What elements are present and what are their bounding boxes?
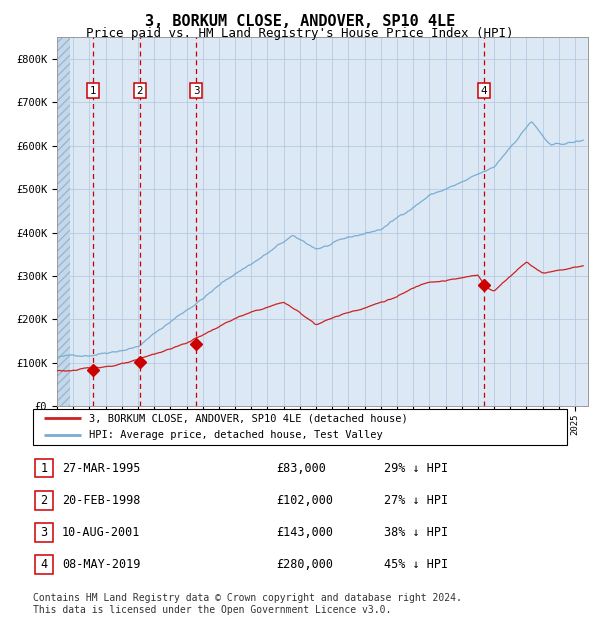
Text: 4: 4: [481, 86, 487, 95]
Bar: [57, 37, 70, 406]
Text: 20-FEB-1998: 20-FEB-1998: [62, 494, 140, 507]
FancyBboxPatch shape: [35, 556, 53, 574]
FancyBboxPatch shape: [35, 491, 53, 510]
Text: 3: 3: [193, 86, 200, 95]
Text: 4: 4: [40, 559, 47, 571]
Text: 1: 1: [90, 86, 97, 95]
Text: 38% ↓ HPI: 38% ↓ HPI: [384, 526, 448, 539]
Text: 29% ↓ HPI: 29% ↓ HPI: [384, 462, 448, 474]
Text: Contains HM Land Registry data © Crown copyright and database right 2024.
This d: Contains HM Land Registry data © Crown c…: [33, 593, 462, 615]
Text: 2: 2: [137, 86, 143, 95]
Text: HPI: Average price, detached house, Test Valley: HPI: Average price, detached house, Test…: [89, 430, 383, 440]
FancyBboxPatch shape: [33, 409, 567, 445]
Text: £143,000: £143,000: [276, 526, 333, 539]
Text: 27% ↓ HPI: 27% ↓ HPI: [384, 494, 448, 507]
FancyBboxPatch shape: [35, 459, 53, 477]
Text: 10-AUG-2001: 10-AUG-2001: [62, 526, 140, 539]
Text: 2: 2: [40, 494, 47, 507]
Text: 3, BORKUM CLOSE, ANDOVER, SP10 4LE: 3, BORKUM CLOSE, ANDOVER, SP10 4LE: [145, 14, 455, 29]
Text: 1: 1: [40, 462, 47, 474]
Text: £102,000: £102,000: [276, 494, 333, 507]
Text: 45% ↓ HPI: 45% ↓ HPI: [384, 559, 448, 571]
Text: £83,000: £83,000: [276, 462, 326, 474]
Text: 27-MAR-1995: 27-MAR-1995: [62, 462, 140, 474]
FancyBboxPatch shape: [35, 523, 53, 542]
Text: Price paid vs. HM Land Registry's House Price Index (HPI): Price paid vs. HM Land Registry's House …: [86, 27, 514, 40]
Text: £280,000: £280,000: [276, 559, 333, 571]
Text: 3, BORKUM CLOSE, ANDOVER, SP10 4LE (detached house): 3, BORKUM CLOSE, ANDOVER, SP10 4LE (deta…: [89, 414, 408, 423]
Text: 08-MAY-2019: 08-MAY-2019: [62, 559, 140, 571]
Text: 3: 3: [40, 526, 47, 539]
